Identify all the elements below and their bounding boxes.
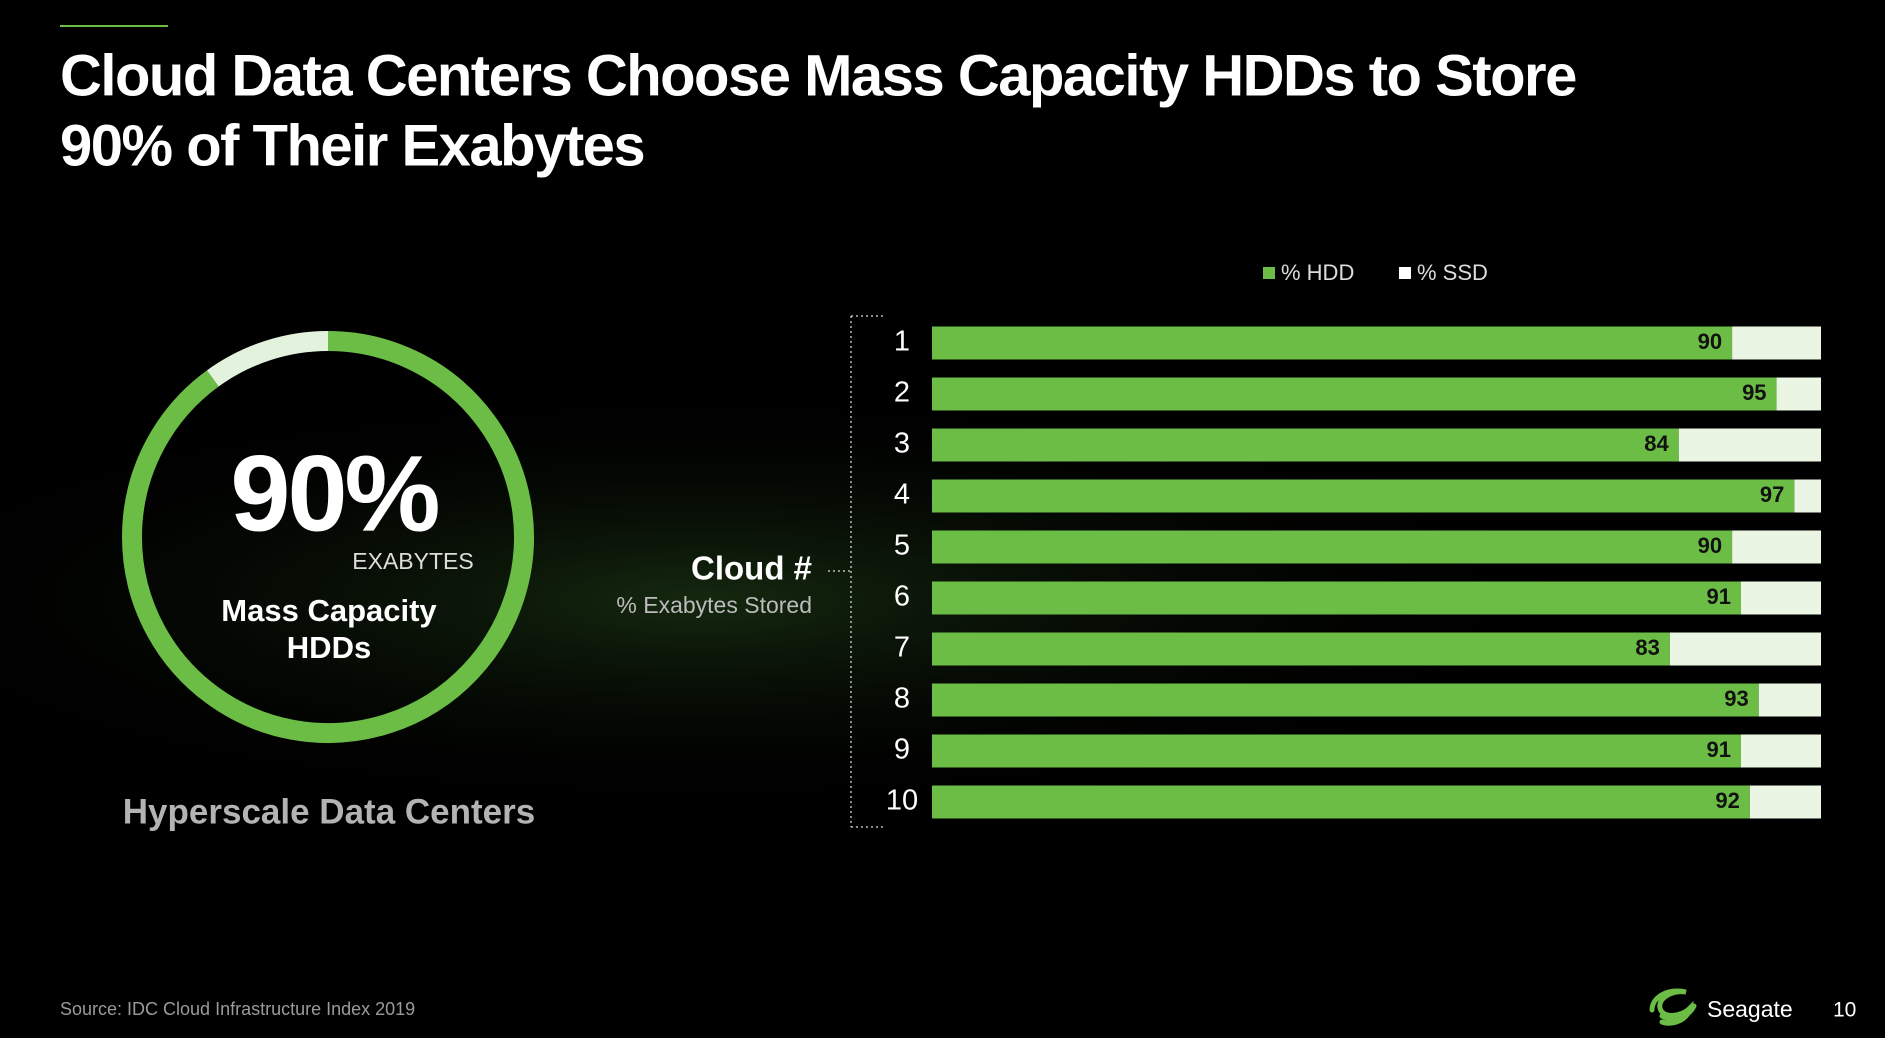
bar-segment <box>1732 326 1821 360</box>
category-label: 8 <box>894 683 910 715</box>
bar-segment <box>1749 785 1821 819</box>
legend-label: % SSD <box>1417 260 1488 285</box>
data-label: 92 <box>1715 788 1739 813</box>
donut-label: HDDs <box>287 630 371 665</box>
category-label: 9 <box>894 734 910 766</box>
legend-swatch <box>1399 267 1411 279</box>
source: Source: IDC Cloud Infrastructure Index 2… <box>60 999 415 1019</box>
donut-slice <box>206 331 329 387</box>
category-label: 4 <box>894 479 910 511</box>
bar-segment <box>1740 734 1821 768</box>
data-label: 90 <box>1698 329 1722 354</box>
category-label: 1 <box>894 326 910 358</box>
bar-segment <box>932 785 1750 819</box>
donut-caption: Hyperscale Data Centers <box>123 792 535 831</box>
bar-segment <box>932 377 1777 411</box>
data-label: 83 <box>1635 635 1659 660</box>
data-label: 95 <box>1742 380 1766 405</box>
logo <box>1649 988 1697 1026</box>
bar-segment <box>932 734 1741 768</box>
bar-segment <box>1732 530 1821 564</box>
bar-segment <box>1678 428 1821 462</box>
donut-value: 90% <box>230 433 438 554</box>
bar-segment <box>1740 581 1821 615</box>
data-label: 90 <box>1698 533 1722 558</box>
data-label: 91 <box>1707 737 1731 762</box>
donut-slice <box>122 331 534 743</box>
data-label: 97 <box>1760 482 1784 507</box>
bar-segment <box>1794 479 1821 513</box>
bar-segment <box>932 683 1759 717</box>
bar-segment <box>932 326 1733 360</box>
bar-segment <box>1669 632 1821 666</box>
category-label: 5 <box>894 530 910 562</box>
title-line: 90% of Their Exabytes <box>60 113 644 178</box>
category-label: 6 <box>894 581 910 613</box>
bar-segment <box>932 530 1733 564</box>
category-label: 7 <box>894 632 910 664</box>
title-line: Cloud Data Centers Choose Mass Capacity … <box>60 43 1576 108</box>
legend-label: % HDD <box>1281 260 1354 285</box>
bar-segment <box>932 428 1679 462</box>
donut-unit: EXABYTES <box>352 548 473 574</box>
bar-segment <box>932 632 1670 666</box>
donut-label: Mass Capacity <box>221 593 437 628</box>
data-label: 84 <box>1644 431 1669 456</box>
brand: Seagate <box>1707 996 1793 1022</box>
bar-segment <box>932 479 1795 513</box>
page-number: 10 <box>1833 999 1856 1022</box>
bar-segment <box>1758 683 1821 717</box>
data-label: 91 <box>1707 584 1731 609</box>
bar-segment <box>1776 377 1821 411</box>
category-label: 10 <box>886 785 918 817</box>
axis-title: Cloud # <box>691 550 812 587</box>
data-label: 93 <box>1724 686 1748 711</box>
bar-segment <box>932 581 1741 615</box>
category-label: 2 <box>894 377 910 409</box>
legend-swatch <box>1263 267 1275 279</box>
category-label: 3 <box>894 428 910 460</box>
axis-subtitle: % Exabytes Stored <box>616 592 812 618</box>
